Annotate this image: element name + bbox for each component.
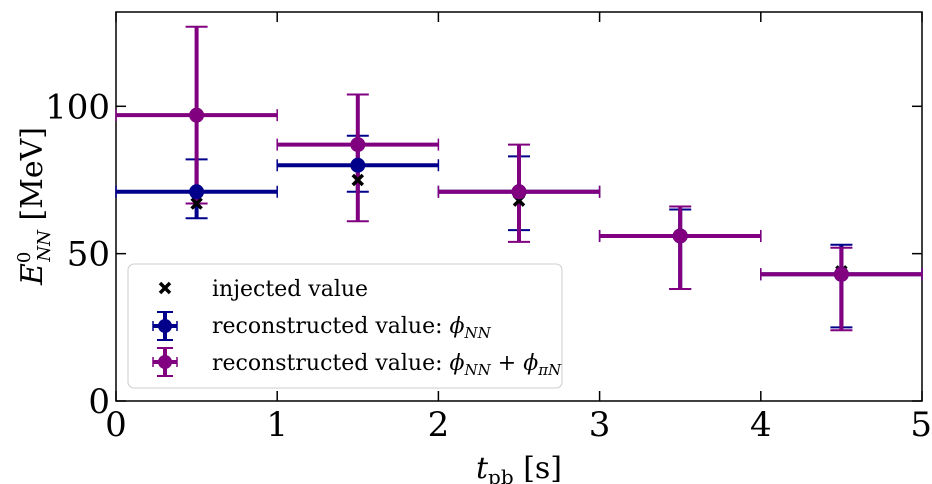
injected-point-0: [190, 197, 203, 210]
legend: injected value reconstructed value: ϕNN …: [127, 263, 563, 389]
marker-1-0: [189, 184, 205, 200]
x-tick-label-4: 4: [750, 405, 772, 445]
plot-frame: [115, 11, 923, 402]
marker-2-2: [511, 184, 527, 200]
x-axis-label-main: t: [476, 451, 489, 484]
marker-2-3: [672, 228, 688, 244]
x-axis-label-sub: pb: [488, 465, 514, 484]
y-axis-label-sub: NN: [34, 229, 55, 263]
x-tick-label-2: 2: [428, 405, 450, 445]
legend-label-phi-nn-pin-prefix: reconstructed value:: [212, 351, 450, 376]
marker-2-4: [833, 266, 849, 282]
legend-label-phi-nn: reconstructed value: ϕNN: [212, 314, 492, 342]
legend-marker-injected: [158, 281, 172, 295]
legend-label-phi-nn-pin: reconstructed value: ϕNN + ϕπN: [212, 351, 562, 379]
series-2: [115, 25, 923, 332]
legend-box: [127, 263, 563, 389]
legend-label-phi-nn-pin-main2: ϕ: [523, 351, 538, 376]
x-tick-label-0: 0: [105, 405, 127, 445]
legend-label-phi-nn-pin-plus: +: [491, 351, 523, 376]
series-markers-2: [189, 107, 849, 282]
y-axis-label-main: E: [15, 263, 50, 286]
legend-label-phi-nn-sub: NN: [464, 324, 492, 342]
legend-markers: [152, 281, 178, 377]
x-axis-label-unit: [s]: [523, 451, 562, 484]
y-tick-label-1: 50: [67, 235, 110, 275]
legend-label-injected: injected value: [212, 277, 368, 302]
y-axis-label-sup: 0: [14, 252, 35, 263]
legend-label-phi-nn-main: ϕ: [450, 314, 465, 339]
y-axis-label-unit: [MeV]: [15, 127, 50, 221]
legend-dot-2: [158, 355, 172, 369]
legend-label-phi-nn-prefix: reconstructed value:: [212, 314, 450, 339]
x-axis-label: tpb [s]: [476, 451, 562, 484]
marker-2-0: [189, 107, 205, 123]
y-axis-label: E0NN [MeV]: [14, 127, 55, 286]
data-marks: [115, 25, 923, 332]
legend-dot-1: [158, 319, 172, 333]
x-tick-label-1: 1: [266, 405, 288, 445]
y-tick-label-0: 0: [88, 382, 110, 422]
y-tick-label-2: 100: [45, 87, 110, 127]
legend-label-phi-nn-pin-sub: NN: [464, 361, 492, 379]
x-tick-label-5: 5: [910, 405, 932, 445]
x-tick-label-3: 3: [589, 405, 611, 445]
marker-2-1: [350, 137, 366, 153]
legend-label-phi-nn-pin-main: ϕ: [450, 351, 465, 376]
marker-1-1: [350, 157, 366, 173]
injected-point-1: [351, 173, 365, 187]
legend-label-phi-nn-pin-sub2: πN: [537, 361, 562, 379]
plot-area: [115, 11, 923, 402]
